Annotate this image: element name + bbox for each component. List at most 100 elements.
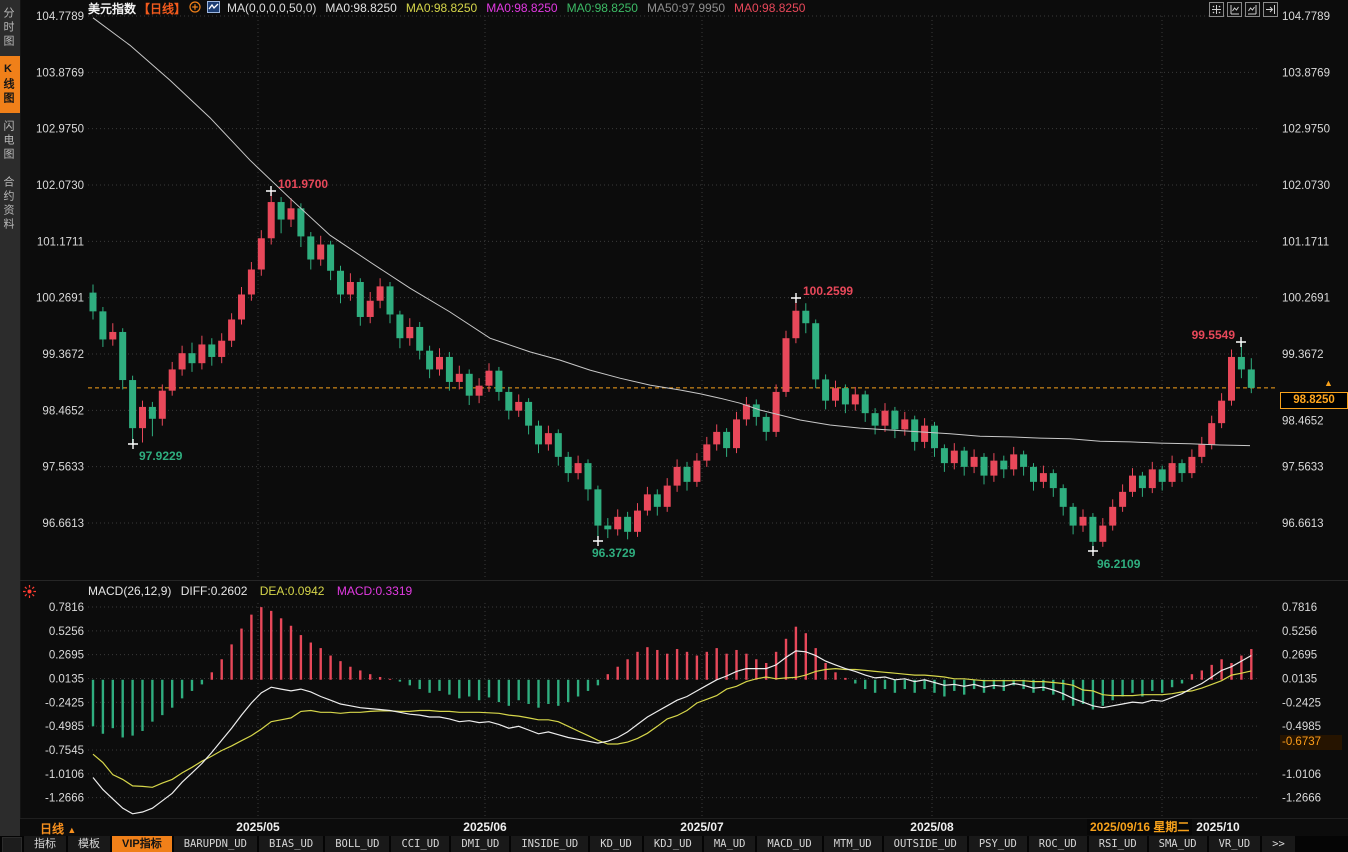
main-y-tick-left: 100.2691 — [36, 293, 84, 305]
sidebar-item-K线图[interactable]: K线图 — [0, 56, 20, 113]
tab-VIP指标[interactable]: VIP指标 — [112, 836, 172, 852]
tab-模板[interactable]: 模板 — [68, 836, 110, 852]
candle-body — [1148, 469, 1156, 489]
macd-y-tick-left: -1.0106 — [45, 769, 84, 781]
tab-BARUPDN_UD[interactable]: BARUPDN_UD — [173, 836, 257, 852]
starburst-icon[interactable] — [22, 584, 37, 602]
sidebar-item-闪电图[interactable]: 闪电图 — [2, 120, 14, 162]
macd-y-tick-right: -0.2425 — [1282, 697, 1321, 709]
ma-value-2: MA0:98.8250 — [486, 1, 558, 15]
candle-body — [733, 419, 740, 449]
tab-MA_UD[interactable]: MA_UD — [703, 836, 756, 852]
period-tag: 【日线】 — [138, 1, 187, 16]
candle-body — [376, 286, 384, 301]
candle-body — [277, 202, 285, 220]
candle-body — [950, 450, 958, 464]
tab-KD_UD[interactable]: KD_UD — [590, 836, 642, 852]
candle-body — [1109, 506, 1117, 526]
candle-body — [257, 238, 265, 270]
tab-BOLL_UD[interactable]: BOLL_UD — [325, 836, 390, 852]
candlestick-macd-chart[interactable]: 104.7789 104.7789 103.8769 103.8769 102.9750… — [20, 0, 1348, 836]
period-selector[interactable]: 日线 ▲ — [40, 822, 77, 836]
tabbar-menu-icon[interactable] — [2, 837, 22, 852]
candle-body — [921, 425, 929, 442]
candle-body — [1188, 456, 1196, 474]
annotation-cross-icon — [791, 293, 801, 303]
tab-KDJ_UD[interactable]: KDJ_UD — [643, 836, 702, 852]
ma-value-4: MA50:97.9950 — [646, 1, 726, 15]
line-chart-icon[interactable] — [207, 0, 221, 16]
tab->>[interactable]: >> — [1262, 836, 1295, 852]
main-y-tick-left: 103.8769 — [36, 67, 84, 79]
candle-body — [752, 404, 760, 417]
chart-shift-left-icon[interactable] — [1227, 2, 1242, 17]
annotation-cross-icon — [266, 186, 276, 196]
macd-y-tick-right: 0.7816 — [1282, 602, 1317, 614]
tab-ROC_UD[interactable]: ROC_UD — [1028, 836, 1087, 852]
sidebar-item-合约资料[interactable]: 合约资料 — [2, 176, 14, 232]
candle-body — [109, 331, 117, 340]
tab-BIAS_UD[interactable]: BIAS_UD — [258, 836, 324, 852]
candle-body — [208, 344, 216, 357]
chart-shift-right-icon[interactable] — [1245, 2, 1260, 17]
indicator-tabbar: 指标 模板 VIP指标 BARUPDN_UD BIAS_UD BOLL_UD CCI_UD D… — [0, 836, 1348, 852]
main-y-tick-left: 101.1711 — [37, 236, 84, 248]
sidebar-item-分时图[interactable]: 分时图 — [2, 7, 14, 49]
candle-body — [960, 450, 968, 467]
ma-value-3: MA0:98.8250 — [566, 1, 638, 15]
candle-body — [445, 356, 453, 382]
last-price-box: 98.8250 — [1280, 392, 1348, 409]
tab-OUTSIDE_UD[interactable]: OUTSIDE_UD — [883, 836, 967, 852]
candle-body — [1059, 488, 1067, 507]
last-price-arrow-icon: ▲ — [1324, 378, 1333, 388]
candle-body — [713, 431, 721, 445]
candle-body — [1119, 491, 1127, 507]
tab-INSIDE_UD[interactable]: INSIDE_UD — [511, 836, 589, 852]
crosshair-tool-icon[interactable] — [1209, 2, 1224, 17]
main-y-tick-left: 102.0730 — [36, 180, 84, 192]
candle-body — [188, 353, 196, 364]
diff-line — [92, 650, 1252, 815]
macd-dea-value: DEA:0.0942 — [259, 584, 325, 598]
candle-body — [1208, 423, 1216, 445]
tab-VR_UD[interactable]: VR_UD — [1208, 836, 1261, 852]
ma-value-5: MA0:98.8250 — [734, 1, 806, 15]
macd-y-tick-left: 0.5256 — [49, 626, 84, 638]
candle-body — [554, 433, 562, 457]
candle-body — [307, 236, 315, 260]
candle-body — [871, 413, 879, 426]
candle-body — [346, 281, 354, 295]
macd-macd-value: MACD:0.3319 — [336, 584, 413, 598]
tab-MTM_UD[interactable]: MTM_UD — [823, 836, 882, 852]
main-y-tick-right: 96.6613 — [1282, 518, 1324, 530]
macd-header: MACD(26,12,9) DIFF:0.2602 DEA:0.0942 MAC… — [0, 584, 1348, 599]
tab-PSY_UD[interactable]: PSY_UD — [968, 836, 1027, 852]
candle-body — [1138, 475, 1146, 489]
candle-body — [931, 425, 938, 449]
annotation-cross-icon — [593, 536, 603, 546]
jump-to-latest-icon[interactable] — [1263, 2, 1278, 17]
tab-指标[interactable]: 指标 — [24, 836, 66, 852]
candle-body — [1178, 463, 1186, 474]
macd-y-tick-right: -0.4985 — [1282, 721, 1321, 733]
candle-body — [168, 369, 176, 391]
tab-SMA_UD[interactable]: SMA_UD — [1148, 836, 1207, 852]
tab-RSI_UD[interactable]: RSI_UD — [1088, 836, 1147, 852]
candle-body — [386, 286, 394, 315]
candle-body — [802, 310, 810, 324]
main-y-tick-right: 100.2691 — [1282, 293, 1330, 305]
tab-MACD_UD[interactable]: MACD_UD — [757, 836, 822, 852]
candle-body — [564, 456, 572, 474]
price-annotation: 96.3729 — [592, 546, 636, 560]
candle-body — [406, 326, 414, 339]
tab-CCI_UD[interactable]: CCI_UD — [391, 836, 450, 852]
cycle-plus-icon[interactable] — [189, 0, 201, 16]
candle-body — [723, 431, 731, 449]
macd-y-tick-left: -0.4985 — [45, 721, 84, 733]
tab-DMI_UD[interactable]: DMI_UD — [451, 836, 510, 852]
candle-body — [238, 294, 245, 320]
candle-body — [851, 394, 859, 405]
main-y-tick-right: 103.8769 — [1282, 67, 1330, 79]
candle-body — [544, 433, 552, 445]
candle-body — [624, 516, 632, 532]
